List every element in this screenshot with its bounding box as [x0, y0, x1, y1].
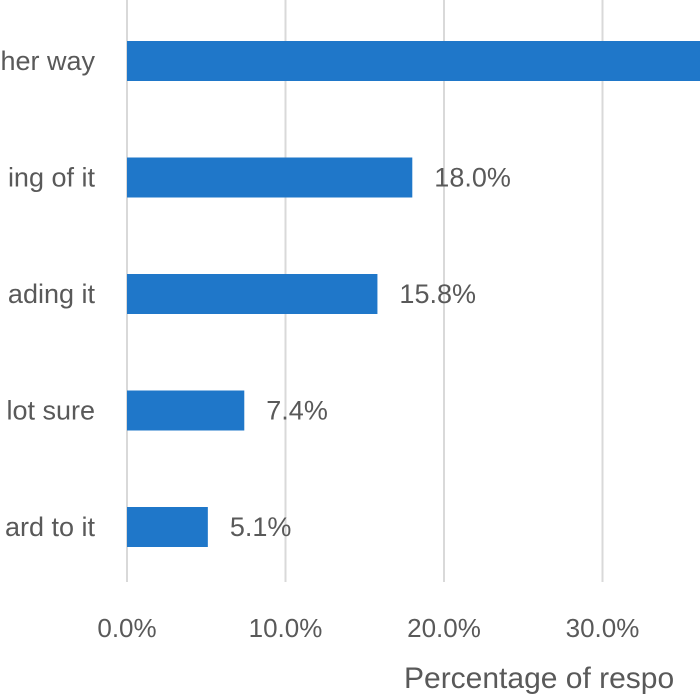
bar — [127, 274, 378, 314]
category-label: ing of it — [8, 163, 96, 193]
category-label: ading it — [8, 279, 96, 309]
data-label: 15.8% — [399, 279, 476, 309]
category-label: her way — [0, 46, 95, 76]
bar — [127, 507, 208, 547]
x-tick-label: 30.0% — [566, 613, 640, 643]
data-label: 18.0% — [434, 163, 511, 193]
category-labels: her way ing of it ading it lot sure ard to i… — [0, 46, 95, 542]
data-labels: 18.0% 15.8% 7.4% 5.1% — [230, 163, 511, 543]
x-tick-label: 10.0% — [249, 613, 323, 643]
bar — [127, 41, 700, 81]
x-tick-label: 0.0% — [97, 613, 156, 643]
x-axis-title: Percentage of respo — [404, 662, 674, 695]
x-tick-labels: 0.0% 10.0% 20.0% 30.0% — [97, 613, 639, 643]
bar — [127, 157, 413, 198]
bar — [127, 390, 245, 431]
category-label: lot sure — [6, 396, 95, 426]
x-tick-label: 20.0% — [407, 613, 481, 643]
bars — [127, 41, 700, 547]
data-label: 5.1% — [230, 512, 292, 542]
data-label: 7.4% — [266, 396, 328, 426]
category-label: ard to it — [5, 512, 96, 542]
